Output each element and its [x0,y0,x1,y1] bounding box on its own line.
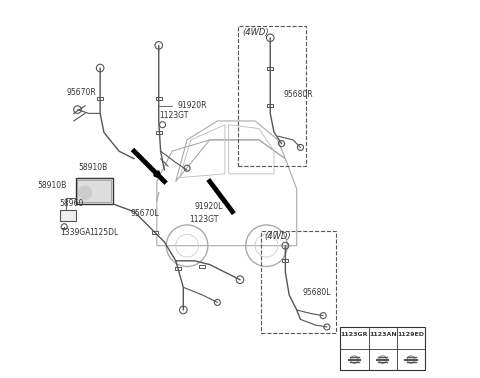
Text: 95670R: 95670R [66,88,96,97]
Text: 58960: 58960 [60,199,84,208]
Bar [267,104,273,107]
Bar [282,259,288,262]
Text: 1129ED: 1129ED [397,332,424,337]
Bar [267,67,273,70]
Text: 58910B: 58910B [78,163,108,172]
Text: 91920L: 91920L [195,201,223,211]
Bar [156,97,162,100]
Text: 1125DL: 1125DL [89,228,118,237]
Text: 1123AN: 1123AN [369,332,396,337]
Bar [340,327,425,370]
Text: (4WD): (4WD) [264,232,291,242]
Circle shape [78,186,92,200]
Text: 1123GT: 1123GT [189,215,218,224]
Bar [261,231,336,333]
Bar [199,265,205,268]
Text: 91920R: 91920R [178,101,207,110]
Text: 95680R: 95680R [284,90,313,99]
Text: 1123GT: 1123GT [159,111,188,120]
Text: 1339GA: 1339GA [60,228,91,237]
Bar [75,178,113,204]
Bar [152,231,158,234]
Text: 58910B: 58910B [37,181,67,191]
Bar [60,210,75,221]
Bar [97,97,103,100]
Bar [156,131,162,134]
Text: 1123GR: 1123GR [341,332,368,337]
Text: (4WD): (4WD) [242,28,268,37]
Text: 95670L: 95670L [131,209,159,218]
Bar [77,180,111,202]
Text: 95680L: 95680L [302,288,331,297]
Bar [175,267,180,270]
Bar [238,26,306,166]
